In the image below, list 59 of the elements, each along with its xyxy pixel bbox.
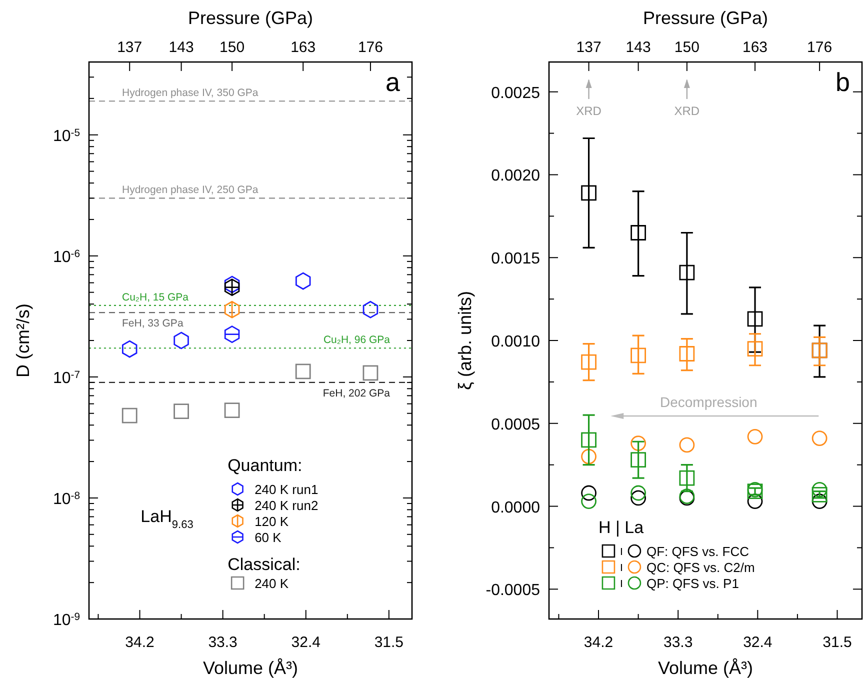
- annotation: XRD: [576, 104, 602, 118]
- text: 143: [626, 39, 651, 56]
- legend-label: QP: QFS vs. P1: [646, 576, 739, 591]
- y-tick-label: 0.0005: [491, 416, 540, 434]
- x-tick-label: 34.2: [125, 634, 154, 651]
- x-axis-title: Volume (Å³): [202, 658, 298, 678]
- y-tick-label: 0.0010: [491, 334, 540, 350]
- y-tick-label: 0.0025: [491, 84, 540, 102]
- x-tick-label: 32.4: [743, 634, 772, 651]
- legend-label: 240 K run1: [254, 482, 318, 497]
- annotation: b: [836, 67, 850, 97]
- y-tick-label: 10$^{-5}$: [52, 127, 80, 145]
- text: 137: [117, 39, 142, 56]
- x-tick-label: 33.3: [208, 634, 238, 651]
- ref-line-label: FeH, 202 GPa: [322, 387, 390, 400]
- y-tick-label: 0.0000: [491, 499, 540, 516]
- x-tick-label: 31.5: [822, 634, 852, 651]
- y-tick-label: 0.0020: [491, 168, 540, 185]
- text: 150: [220, 39, 245, 56]
- x-tick-label: 31.5: [374, 634, 404, 651]
- ref-line-label: Hydrogen phase IV, 250 GPa: [122, 184, 258, 196]
- text: 163: [742, 39, 768, 56]
- annotation: Classical:: [228, 555, 300, 574]
- y-axis-title: D (cm²/s): [13, 304, 33, 378]
- ref-line-label: Cu₂H, 15 GPa: [122, 291, 189, 304]
- x-tick-label: 34.2: [584, 634, 614, 651]
- annotation: LaH$_{9.63}$: [140, 507, 194, 531]
- legend-label: QF: QFS vs. FCC: [646, 544, 750, 559]
- x-tick-label: 33.3: [663, 634, 693, 651]
- x-axis-title: Volume (Å³): [658, 658, 754, 678]
- y-axis-title: ξ (arb. units): [455, 290, 475, 390]
- y-tick-label: 10$^{-9}$: [52, 612, 80, 629]
- text: Pressure (GPa): [188, 8, 314, 28]
- y-tick-label: 10$^{-6}$: [52, 248, 80, 266]
- ref-line-label: Hydrogen phase IV, 350 GPa: [122, 87, 258, 100]
- text: 176: [358, 39, 383, 56]
- legend-label: QC: QFS vs. C2/m: [646, 560, 755, 575]
- y-tick-label: 0.0015: [491, 250, 540, 268]
- ref-line-label: FeH, 33 GPa: [122, 318, 184, 330]
- annotation: Decompression: [660, 394, 758, 410]
- legend-title: H | La: [598, 518, 644, 537]
- legend-title: Quantum:: [228, 456, 302, 475]
- x-tick-label: 32.4: [291, 634, 320, 651]
- text: 143: [168, 39, 194, 56]
- y-tick-label: 10$^{-8}$: [52, 490, 80, 508]
- y-tick-label: 10$^{-7}$: [52, 369, 80, 387]
- legend-label: 120 K: [254, 514, 289, 529]
- text: Pressure (GPa): [642, 8, 768, 28]
- legend-label: 240 K run2: [254, 498, 318, 513]
- ref-line-label: Cu₂H, 96 GPa: [323, 334, 390, 346]
- y-tick-label: -0.0005: [486, 582, 540, 600]
- text: 150: [674, 39, 700, 56]
- text: 137: [576, 39, 602, 56]
- legend-label: 240 K: [254, 576, 289, 591]
- legend-label: 60 K: [254, 530, 282, 545]
- annotation: a: [386, 67, 401, 97]
- annotation: XRD: [674, 104, 700, 118]
- text: 163: [290, 39, 316, 56]
- text: 176: [807, 39, 832, 56]
